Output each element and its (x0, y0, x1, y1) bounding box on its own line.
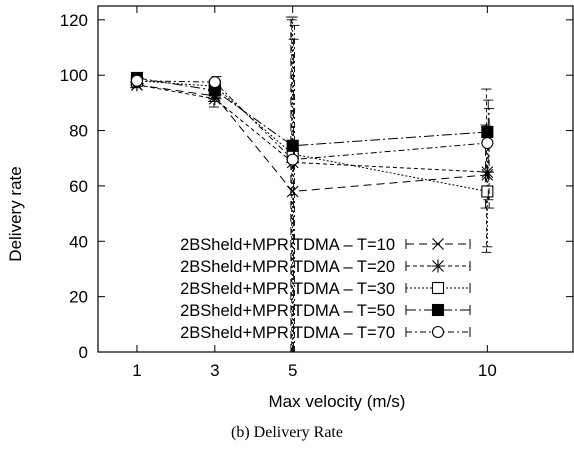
legend-item: 2BSheld+MPR TDMA – T=50 (180, 302, 471, 320)
data-point (208, 92, 222, 106)
data-point (286, 139, 299, 152)
legend-marker (431, 281, 445, 295)
error-bar (289, 24, 300, 352)
error-bar (286, 19, 297, 352)
series-line (136, 84, 488, 192)
y-tick-label: 60 (69, 177, 88, 196)
legend-marker (431, 259, 445, 273)
legend-label: 2BSheld+MPR TDMA – T=30 (180, 280, 395, 298)
series-line (136, 77, 488, 147)
x-tick-label: 3 (210, 361, 219, 380)
plot-area-frame (97, 5, 574, 353)
series-line (136, 80, 488, 161)
y-tick-label: 20 (69, 288, 88, 307)
y-tick-label: 40 (69, 232, 88, 251)
y-axis-title: Delivery rate (6, 166, 25, 261)
legend-label: 2BSheld+MPR TDMA – T=20 (180, 258, 395, 276)
series-5 (130, 24, 495, 352)
y-tick-label: 100 (60, 66, 88, 85)
y-tick-label: 80 (69, 122, 88, 141)
legend-label: 2BSheld+MPR TDMA – T=10 (180, 236, 395, 254)
error-bar (288, 38, 299, 352)
error-bar (484, 107, 495, 209)
error-bar (481, 88, 492, 253)
y-tick-label: 0 (79, 343, 88, 362)
data-point (481, 185, 494, 198)
legend-marker (431, 303, 445, 317)
data-point (130, 74, 143, 87)
legend-marker (432, 238, 444, 250)
data-point (480, 165, 494, 179)
series-line (136, 84, 488, 173)
y-tick-label: 120 (60, 11, 88, 30)
data-point (208, 76, 221, 89)
legend-label: 2BSheld+MPR TDMA – T=70 (180, 324, 395, 342)
x-tick-label: 1 (132, 361, 141, 380)
legend-item: 2BSheld+MPR TDMA – T=30 (180, 280, 471, 298)
data-point (481, 125, 494, 138)
legend-label: 2BSheld+MPR TDMA – T=50 (180, 302, 395, 320)
error-bar (483, 99, 494, 201)
data-point (481, 136, 494, 150)
legend-marker (431, 325, 445, 339)
x-tick-label: 5 (288, 361, 297, 380)
series-line (136, 80, 488, 192)
figure-caption: (b) Delivery Rate (231, 424, 343, 441)
legend-item: 2BSheld+MPR TDMA – T=10 (180, 236, 471, 254)
x-axis-title: Max velocity (m/s) (269, 392, 406, 411)
delivery-rate-chart: 0 20 40 60 80 100 120 1 3 5 10 2BSheld+MPR TDMA – … (6, 5, 574, 411)
legend-item: 2BSheld+MPR TDMA – T=20 (180, 258, 471, 276)
data-point (286, 153, 299, 166)
x-tick-label: 10 (478, 361, 497, 380)
legend-item: 2BSheld+MPR TDMA – T=70 (180, 324, 471, 342)
error-bar (287, 16, 298, 352)
